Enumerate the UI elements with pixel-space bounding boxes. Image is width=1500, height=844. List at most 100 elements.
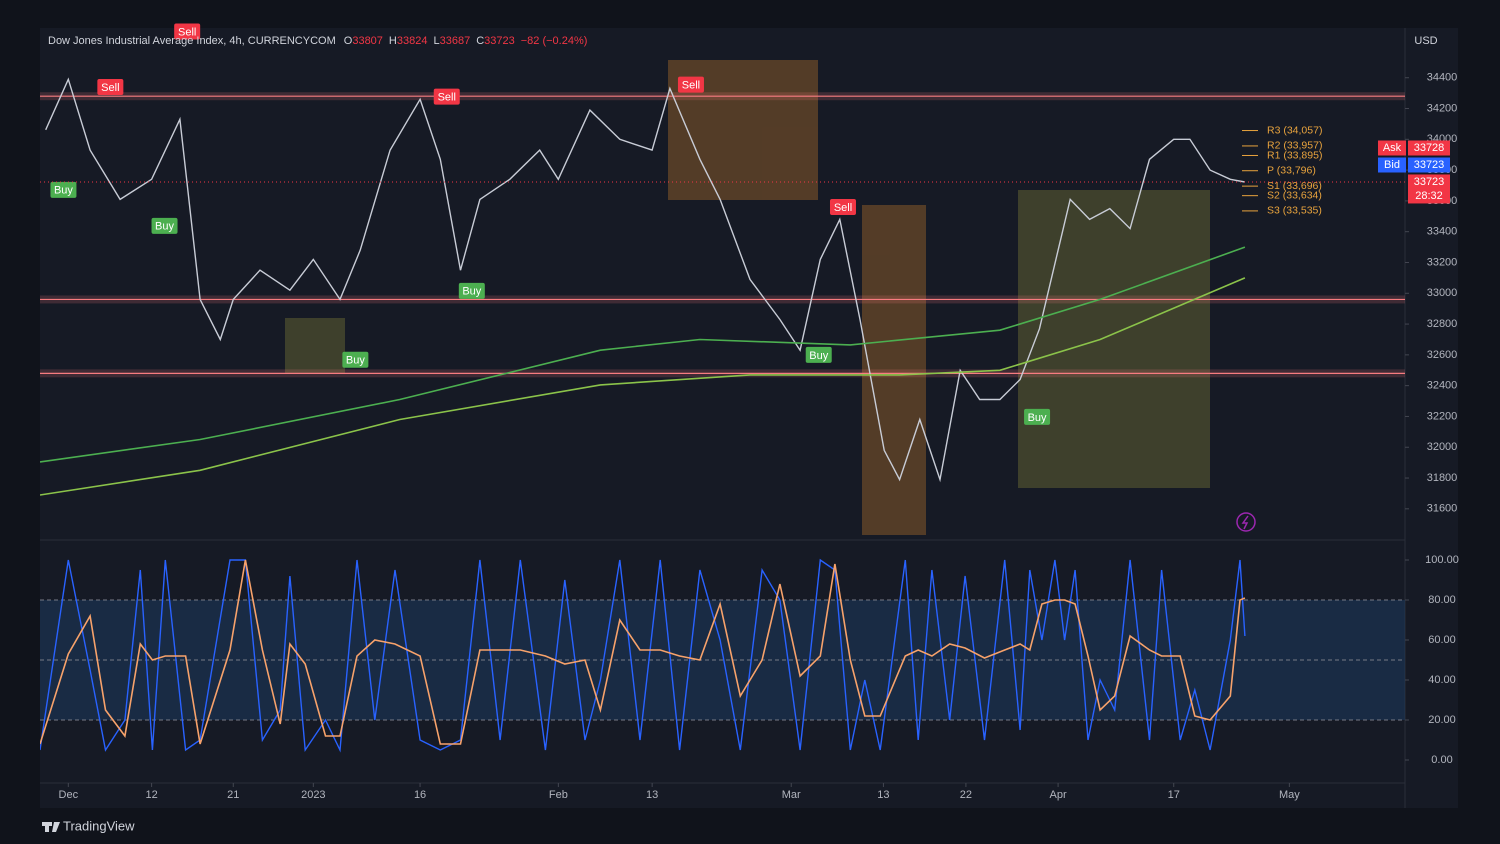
order-block xyxy=(1018,190,1210,488)
x-tick-label: 2023 xyxy=(301,789,325,801)
ohlc-label: L xyxy=(433,35,439,47)
last-price: 33723 xyxy=(1414,176,1445,188)
y-tick-label: 34400 xyxy=(1427,72,1458,84)
y-tick-label: 32800 xyxy=(1427,318,1458,330)
symbol-title: Dow Jones Industrial Average Index, 4h, … xyxy=(48,35,336,47)
signal-badge xyxy=(342,351,369,368)
y-tick-label: 20.00 xyxy=(1428,714,1456,726)
price-tag-label: Ask xyxy=(1383,142,1402,154)
y-tick-label: 31800 xyxy=(1427,472,1458,484)
legend-header: Dow Jones Industrial Average Index, 4h, … xyxy=(48,35,587,47)
series-line xyxy=(40,246,1246,463)
ohlc-label: H xyxy=(389,35,397,47)
y-tick-label: 33200 xyxy=(1427,256,1458,268)
x-tick-label: 22 xyxy=(960,789,972,801)
last-price-bg xyxy=(1408,174,1450,204)
signal-badge xyxy=(433,88,460,105)
ohlc-value: 33807 xyxy=(352,35,383,47)
y-tick-label: 32400 xyxy=(1427,380,1458,392)
alert-bolt xyxy=(1241,515,1249,530)
signal: Buy xyxy=(458,282,485,299)
y-tick-label: 32200 xyxy=(1427,410,1458,422)
signal: Buy xyxy=(1024,408,1051,425)
ohlc-label: C xyxy=(476,35,484,47)
y-tick-label: 100.00 xyxy=(1425,554,1459,566)
signal-label: Sell xyxy=(178,26,196,38)
series-line xyxy=(40,277,1246,496)
y-tick-label: 34200 xyxy=(1427,102,1458,114)
x-tick-label: 13 xyxy=(877,789,889,801)
order-blocks xyxy=(285,60,1210,535)
signal: Sell xyxy=(829,199,856,216)
price-tag-label-bg xyxy=(1378,140,1406,156)
signal-label: Buy xyxy=(1028,412,1047,424)
pivot-label: R3 (34,057) xyxy=(1267,124,1322,136)
signal-badge xyxy=(174,23,201,40)
signal-label: Buy xyxy=(809,350,828,362)
y-tick-label: 60.00 xyxy=(1428,634,1456,646)
pivot-label: P (33,796) xyxy=(1267,165,1316,177)
plot-area xyxy=(40,77,1405,496)
pivot-label: S3 (33,535) xyxy=(1267,205,1322,217)
alert-icon[interactable] xyxy=(1236,512,1256,532)
y-tick-label: 31600 xyxy=(1427,503,1458,515)
price-tag-label: Bid xyxy=(1384,159,1400,171)
ohlc-value: 33723 xyxy=(484,35,515,47)
ohlc-value: 33687 xyxy=(440,35,471,47)
y-tick-label: 32600 xyxy=(1427,349,1458,361)
pivot-label: S2 (33,634) xyxy=(1267,189,1322,201)
signal: Buy xyxy=(342,351,369,368)
x-tick-label: Mar xyxy=(782,789,801,801)
y-tick-label: 40.00 xyxy=(1428,674,1456,686)
signal-label: Buy xyxy=(54,185,73,197)
signal-badge xyxy=(458,282,485,299)
ohlc-label: O xyxy=(344,35,353,47)
x-tick-label: Apr xyxy=(1050,789,1067,801)
signal-label: Sell xyxy=(834,202,852,214)
change: −82 (−0.24%) xyxy=(521,35,588,47)
x-tick-label: 12 xyxy=(145,789,157,801)
signal-badge xyxy=(97,78,124,95)
series-line xyxy=(40,559,1246,745)
signal-badge xyxy=(1024,408,1051,425)
signal-label: Buy xyxy=(155,221,174,233)
signal: Sell xyxy=(174,23,201,40)
tradingview-logo xyxy=(42,822,60,832)
order-block xyxy=(862,205,926,535)
currency: USD xyxy=(1414,35,1437,47)
price-tag-value-bg xyxy=(1408,157,1450,173)
y-tick-label: 33400 xyxy=(1427,226,1458,238)
price-tag-value-bg xyxy=(1408,140,1450,156)
x-tick-label: 13 xyxy=(646,789,658,801)
signal: Buy xyxy=(151,217,178,234)
signal: Sell xyxy=(433,88,460,105)
signal-label: Buy xyxy=(346,355,365,367)
signal-label: Buy xyxy=(462,286,481,298)
ohlc-value: 33824 xyxy=(397,35,428,47)
signal-label: Sell xyxy=(101,82,119,94)
signal-badge xyxy=(151,217,178,234)
x-tick-label: 21 xyxy=(227,789,239,801)
y-tick-label: 32000 xyxy=(1427,441,1458,453)
signal-badge xyxy=(50,181,77,198)
x-tick-label: 17 xyxy=(1168,789,1180,801)
signal: Buy xyxy=(805,346,832,363)
price-tag-label-bg xyxy=(1378,157,1406,173)
signal-label: Sell xyxy=(682,80,700,92)
x-tick-label: 16 xyxy=(414,789,426,801)
series-line xyxy=(40,558,1246,753)
x-tick-label: May xyxy=(1279,789,1300,801)
price-tag-value: 33728 xyxy=(1414,142,1445,154)
y-tick-label: 0.00 xyxy=(1431,754,1452,766)
signal: Sell xyxy=(677,76,704,93)
y-tick-label: 80.00 xyxy=(1428,594,1456,606)
x-tick-label: Feb xyxy=(549,789,568,801)
x-tick-label: Dec xyxy=(59,789,79,801)
plot-area xyxy=(40,558,1405,753)
bar-countdown: 28:32 xyxy=(1415,190,1443,202)
signal: Sell xyxy=(97,78,124,95)
pivot-label: R2 (33,957) xyxy=(1267,140,1322,152)
pivot-label: R1 (33,895) xyxy=(1267,149,1322,161)
price-tag-value: 33723 xyxy=(1414,159,1445,171)
